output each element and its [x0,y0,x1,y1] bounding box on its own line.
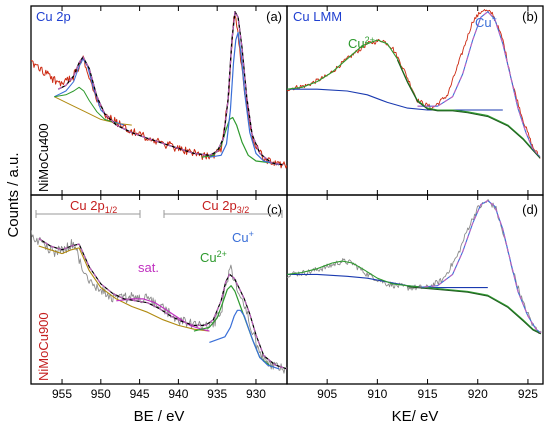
annotation-b-cu2plus: Cu2+ [348,35,375,51]
series-c-cu- [209,309,280,370]
fit-overlay-c-envelope [38,238,287,370]
annotation-b-cuplus: Cu+ [475,14,497,30]
series-b-data [287,9,541,159]
tick-label-c-4: 935 [207,387,227,401]
tick-label-c-2: 945 [130,387,150,401]
panel-c-frame [30,194,288,385]
panel-d-label: (d) [522,202,538,217]
series-b-cu2- [287,39,541,158]
tick-label-d-2: 915 [418,387,438,401]
fit-overlay-d-cu- [417,200,542,334]
series-b-cu- [417,11,541,158]
tick-label-c-1: 950 [91,387,111,401]
fit-overlay-a-envelope [57,9,284,166]
series-c-cu2- [193,285,272,368]
series-d-cu- [417,200,542,334]
sample-label-900: NiMoCu900 [36,312,51,381]
annotation-sat: sat. [138,260,159,275]
panel-b-title: Cu LMM [293,9,342,24]
tick-label-d-1: 910 [367,387,387,401]
series-d-background [287,273,488,289]
series-a-background [54,96,132,126]
panel-b-plot [287,9,541,159]
y-axis-label: Counts / a.u. [5,152,22,237]
annotation-c-cu2plus: Cu2+ [200,249,227,265]
x-axis-label-left: BE / eV [134,408,185,425]
tick-label-c-0: 955 [52,387,72,401]
tick-layer: 955 950 945 940 935 930 905 910 915 920 925 [52,6,538,401]
panel-a-frame [30,5,288,196]
series-d-background-tail [407,286,542,335]
panel-c-plot [31,230,287,374]
series-a-cu- [209,31,280,166]
tick-label-c-3: 940 [168,387,188,401]
tick-label-c-5: 930 [246,387,266,401]
panel-d-frame [286,194,544,385]
panel-d-plot [287,199,542,335]
annotation-cu2p32: Cu 2p3/2 [202,198,249,215]
tick-label-d-4: 925 [518,387,538,401]
series-b-background [287,88,503,111]
series-a-data [31,14,287,169]
sample-label-400: NiMoCu400 [36,123,51,192]
series-a-cu2-satellite [54,86,117,124]
panel-a-label: (a) [266,9,282,24]
series-c-background [38,245,210,332]
x-axis-label-right: KE/ eV [392,408,439,425]
series-c-satellite [116,298,210,332]
plot-layer [31,9,542,374]
annotation-cu2p12: Cu 2p1/2 [70,198,117,215]
panel-c-label: (c) [267,202,282,217]
series-c-data [31,230,287,374]
series-a-cu2- [201,116,280,166]
tick-label-d-3: 920 [468,387,488,401]
series-d-cu2- [287,260,542,334]
fit-overlay-b-cu- [417,10,541,158]
panel-b-frame [286,5,544,196]
panel-a-plot [31,9,287,169]
annotation-c-cuplus: Cu+ [232,229,254,245]
series-d-data [287,199,542,335]
series-b-background-tail [396,59,541,159]
panel-b-label: (b) [522,9,538,24]
series-a-envelope [57,11,284,166]
tick-label-d-0: 905 [317,387,337,401]
panel-a-title: Cu 2p [36,9,71,24]
